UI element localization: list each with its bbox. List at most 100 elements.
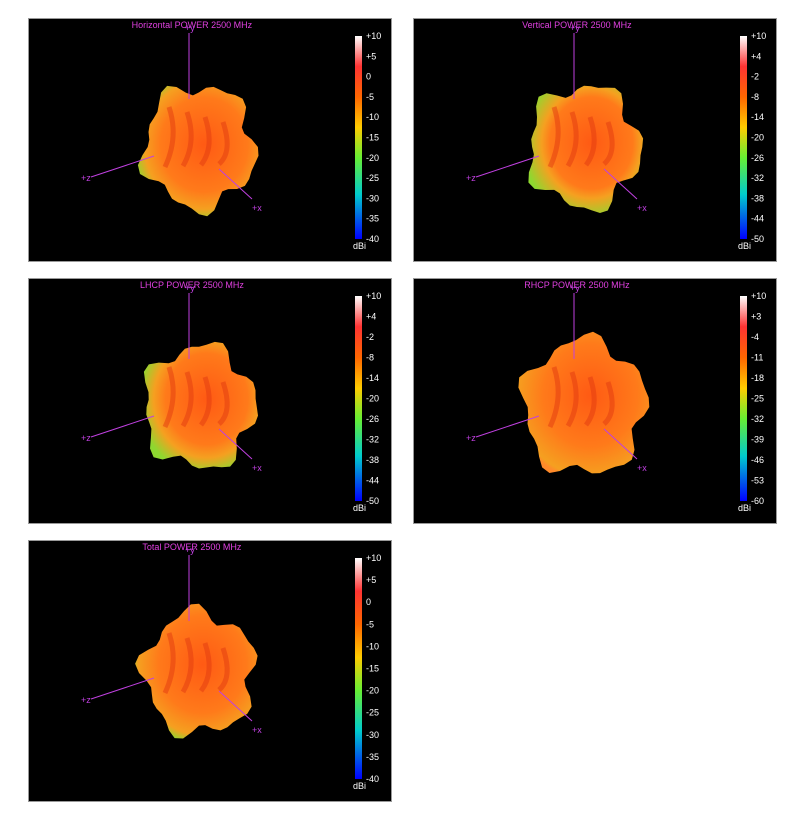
scale-label: -8 — [366, 353, 374, 363]
scale-label: -50 — [366, 496, 379, 506]
axis-x-label: +x — [252, 203, 262, 213]
scale-label: -14 — [366, 373, 379, 383]
scale-label: -20 — [366, 394, 379, 404]
scale-label: -20 — [751, 133, 764, 143]
scale-label: -26 — [366, 414, 379, 424]
colorbar — [355, 36, 362, 239]
axis-x — [218, 428, 253, 460]
scale-label: -44 — [366, 476, 379, 486]
axis-z-label: +z — [466, 433, 476, 443]
scale-label: -32 — [751, 173, 764, 183]
scale-label: -4 — [751, 332, 759, 342]
axis-z — [475, 415, 540, 438]
scale-label: -11 — [751, 353, 763, 363]
axis-z-label: +z — [466, 173, 476, 183]
radiation-pattern — [137, 85, 259, 217]
scale-label: -25 — [366, 708, 379, 718]
scale-label: -8 — [751, 92, 759, 102]
axis-x-label: +x — [252, 725, 262, 735]
scale-label: -26 — [751, 153, 764, 163]
scale-label: -32 — [751, 414, 764, 424]
panel-canvas: RHCP POWER 2500 MHz +10 +3 -4 -11 -18 -25 -32 -3… — [466, 280, 766, 513]
pattern-ridge — [180, 111, 194, 168]
scale-label: -30 — [366, 193, 379, 203]
pattern-ridge — [547, 106, 561, 169]
axis-x — [603, 168, 638, 200]
scale-label: -15 — [366, 664, 379, 674]
pattern-ridge — [162, 632, 176, 695]
pattern-panel: Total POWER 2500 MHz +10 +5 0 -5 -10 -15 -20 -25… — [28, 540, 392, 802]
scale-label: -20 — [366, 686, 379, 696]
scale-label: -39 — [751, 435, 764, 445]
axis-z — [90, 415, 155, 438]
scale-label: -14 — [751, 112, 764, 122]
pattern-ridge — [547, 366, 561, 429]
radiation-pattern — [135, 603, 258, 739]
panel-canvas: Horizontal POWER 2500 MHz +10 +5 0 -5 -10 -15 -… — [81, 20, 381, 251]
colorbar — [355, 296, 362, 501]
panel-canvas: Total POWER 2500 MHz +10 +5 0 -5 -10 -15 -20 -25… — [81, 542, 381, 791]
pattern-ridge — [162, 106, 176, 169]
scale-label: -38 — [751, 193, 764, 203]
axis-x-label: +x — [252, 463, 262, 473]
scale-label: -2 — [751, 72, 759, 82]
scale-label: -5 — [366, 92, 374, 102]
scale-label: -10 — [366, 641, 379, 651]
scale-label: +4 — [751, 51, 761, 61]
axis-z — [90, 677, 155, 700]
scale-label: -2 — [366, 332, 374, 342]
scale-label: -25 — [751, 394, 764, 404]
pattern-ridge — [180, 371, 194, 428]
axis-z-label: +z — [81, 173, 91, 183]
axis-z-label: +z — [81, 433, 91, 443]
scale-label: -32 — [366, 435, 379, 445]
scale-label: +10 — [751, 291, 766, 301]
panel-canvas: Vertical POWER 2500 MHz +10 +4 -2 -8 -14 -20 -2… — [466, 20, 766, 251]
axis-y-label: +y — [185, 283, 195, 293]
pattern-ridge — [583, 376, 597, 427]
axis-x — [603, 428, 638, 460]
panel-canvas: LHCP POWER 2500 MHz +10 +4 -2 -8 -14 -20 -26 -32… — [81, 280, 381, 513]
scale-label: -46 — [751, 455, 764, 465]
pattern-ridge — [198, 116, 212, 167]
scale-label: -30 — [366, 730, 379, 740]
scale-label: -15 — [366, 133, 379, 143]
pattern-ridge — [198, 376, 212, 427]
colorbar — [355, 558, 362, 779]
axis-x-label: +x — [637, 463, 647, 473]
pattern-ridge — [583, 116, 597, 167]
scale-unit: dBi — [353, 241, 366, 251]
pattern-ridge — [217, 121, 230, 166]
scale-label: -10 — [366, 112, 379, 122]
pattern-ridge — [565, 111, 579, 168]
pattern-panel: Vertical POWER 2500 MHz +10 +4 -2 -8 -14 -20 -2… — [413, 18, 777, 262]
scale-label: -40 — [366, 774, 379, 784]
pattern-ridge — [198, 642, 212, 693]
panel-title: Total POWER 2500 MHz — [142, 542, 242, 552]
axis-z — [90, 155, 155, 178]
scale-label: -60 — [751, 496, 764, 506]
scale-label: -5 — [366, 619, 374, 629]
pattern-ridge — [602, 381, 615, 426]
scale-label: +10 — [366, 31, 381, 41]
axis-x-label: +x — [637, 203, 647, 213]
pattern-ridge — [180, 637, 194, 694]
panel-title: RHCP POWER 2500 MHz — [524, 280, 630, 290]
radiation-pattern — [528, 85, 644, 213]
pattern-panel: Horizontal POWER 2500 MHz +10 +5 0 -5 -10 -15 -… — [28, 18, 392, 262]
scale-label: +10 — [366, 553, 381, 563]
axis-x — [218, 168, 253, 200]
axis-x — [218, 690, 253, 722]
scale-label: -50 — [751, 234, 764, 244]
scale-label: +5 — [366, 575, 376, 585]
panel-title: Horizontal POWER 2500 MHz — [132, 20, 253, 30]
scale-unit: dBi — [353, 781, 366, 791]
scale-unit: dBi — [738, 241, 751, 251]
scale-label: -38 — [366, 455, 379, 465]
colorbar — [740, 36, 747, 239]
pattern-ridge — [162, 366, 176, 429]
scale-label: +3 — [751, 312, 761, 322]
pattern-ridge — [602, 121, 615, 166]
scale-label: +10 — [751, 31, 766, 41]
panel-title: Vertical POWER 2500 MHz — [522, 20, 632, 30]
